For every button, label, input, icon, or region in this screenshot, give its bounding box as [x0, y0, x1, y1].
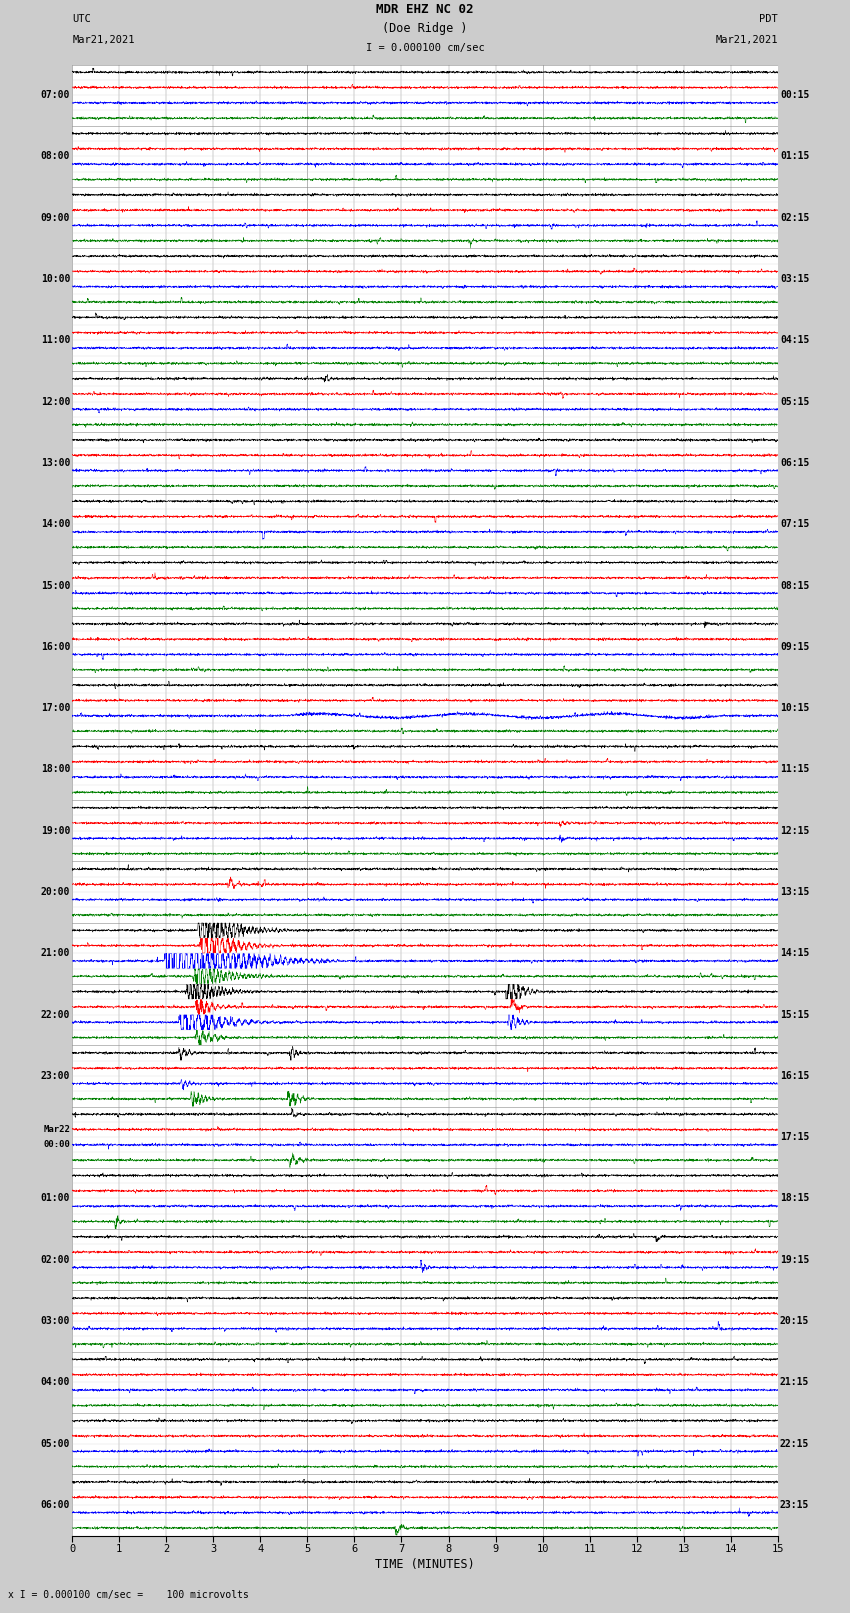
Text: 07:00: 07:00 — [41, 90, 70, 100]
Text: 21:15: 21:15 — [780, 1378, 809, 1387]
Text: 16:00: 16:00 — [41, 642, 70, 652]
Text: 22:00: 22:00 — [41, 1010, 70, 1019]
Text: 07:15: 07:15 — [780, 519, 809, 529]
Text: 08:00: 08:00 — [41, 152, 70, 161]
Text: UTC: UTC — [72, 15, 91, 24]
Text: 11:15: 11:15 — [780, 765, 809, 774]
Text: 12:00: 12:00 — [41, 397, 70, 406]
Text: 14:15: 14:15 — [780, 948, 809, 958]
Text: Mar22: Mar22 — [43, 1124, 70, 1134]
Text: 03:15: 03:15 — [780, 274, 809, 284]
Text: 04:00: 04:00 — [41, 1378, 70, 1387]
Text: 06:15: 06:15 — [780, 458, 809, 468]
Text: 02:00: 02:00 — [41, 1255, 70, 1265]
Text: 17:15: 17:15 — [780, 1132, 809, 1142]
Text: 12:15: 12:15 — [780, 826, 809, 836]
Text: 09:00: 09:00 — [41, 213, 70, 223]
Text: 22:15: 22:15 — [780, 1439, 809, 1448]
Text: 08:15: 08:15 — [780, 581, 809, 590]
Text: 17:00: 17:00 — [41, 703, 70, 713]
Text: 15:15: 15:15 — [780, 1010, 809, 1019]
Text: 11:00: 11:00 — [41, 336, 70, 345]
Text: 01:00: 01:00 — [41, 1194, 70, 1203]
X-axis label: TIME (MINUTES): TIME (MINUTES) — [375, 1558, 475, 1571]
Text: MDR EHZ NC 02: MDR EHZ NC 02 — [377, 3, 473, 16]
Text: 15:00: 15:00 — [41, 581, 70, 590]
Text: 21:00: 21:00 — [41, 948, 70, 958]
Text: 18:00: 18:00 — [41, 765, 70, 774]
Text: 16:15: 16:15 — [780, 1071, 809, 1081]
Text: 20:00: 20:00 — [41, 887, 70, 897]
Text: PDT: PDT — [759, 15, 778, 24]
Text: 00:15: 00:15 — [780, 90, 809, 100]
Text: 19:15: 19:15 — [780, 1255, 809, 1265]
Text: 10:00: 10:00 — [41, 274, 70, 284]
Text: 10:15: 10:15 — [780, 703, 809, 713]
Text: 14:00: 14:00 — [41, 519, 70, 529]
Text: 23:15: 23:15 — [780, 1500, 809, 1510]
Text: I = 0.000100 cm/sec: I = 0.000100 cm/sec — [366, 44, 484, 53]
Text: 02:15: 02:15 — [780, 213, 809, 223]
Text: 05:00: 05:00 — [41, 1439, 70, 1448]
Text: 23:00: 23:00 — [41, 1071, 70, 1081]
Text: 13:00: 13:00 — [41, 458, 70, 468]
Text: 19:00: 19:00 — [41, 826, 70, 836]
Text: Mar21,2021: Mar21,2021 — [72, 35, 135, 45]
Text: 05:15: 05:15 — [780, 397, 809, 406]
Text: 20:15: 20:15 — [780, 1316, 809, 1326]
Text: 18:15: 18:15 — [780, 1194, 809, 1203]
Text: 00:00: 00:00 — [43, 1140, 70, 1150]
Text: 01:15: 01:15 — [780, 152, 809, 161]
Text: 09:15: 09:15 — [780, 642, 809, 652]
Text: (Doe Ridge ): (Doe Ridge ) — [382, 23, 468, 35]
Text: 04:15: 04:15 — [780, 336, 809, 345]
Text: 06:00: 06:00 — [41, 1500, 70, 1510]
Text: 13:15: 13:15 — [780, 887, 809, 897]
Text: x I = 0.000100 cm/sec =    100 microvolts: x I = 0.000100 cm/sec = 100 microvolts — [8, 1590, 249, 1600]
Text: 03:00: 03:00 — [41, 1316, 70, 1326]
Text: Mar21,2021: Mar21,2021 — [715, 35, 778, 45]
